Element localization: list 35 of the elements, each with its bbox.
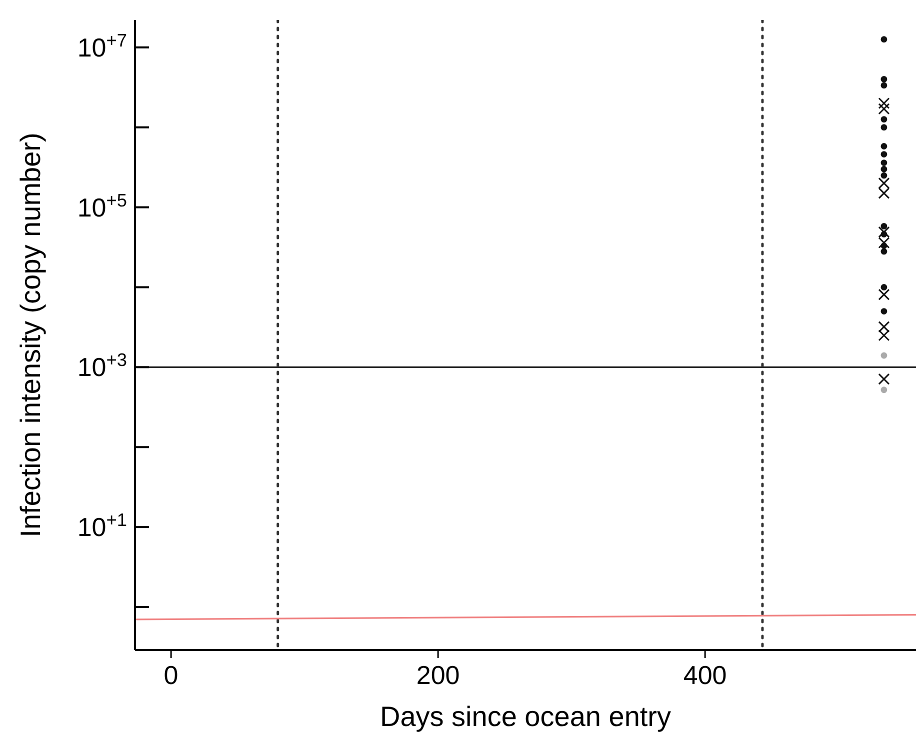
point: [878, 373, 890, 385]
point: [878, 236, 890, 248]
point: [880, 284, 888, 290]
x-tick-label: 200: [416, 660, 460, 690]
point: [880, 308, 888, 314]
x-axis-title: Days since ocean entry: [380, 701, 672, 732]
point: [878, 187, 890, 199]
point: [880, 172, 888, 179]
point: [880, 222, 888, 230]
point: [880, 386, 888, 394]
y-tick-label: 10$^{+1}$: [77, 510, 127, 542]
point: [880, 116, 888, 122]
y-tick-label: 10$^{+3}$: [77, 350, 127, 382]
point: [880, 151, 888, 158]
point: [878, 288, 890, 300]
point: [878, 321, 890, 333]
point: [880, 352, 888, 359]
point: [880, 124, 888, 131]
y-tick-label: 10$^{+5}$: [77, 190, 127, 222]
point: [878, 177, 890, 189]
point: [880, 36, 888, 43]
point: [878, 330, 890, 342]
point: [880, 82, 888, 89]
point: [880, 143, 888, 150]
point: [880, 160, 888, 166]
y-tick-label: 10$^{+7}$: [77, 30, 127, 62]
point: [880, 166, 888, 172]
x-tick-label: 400: [683, 660, 727, 690]
point: [878, 98, 890, 110]
y-axis-title: Infection intensity (copy number): [15, 132, 46, 538]
point: [880, 248, 888, 255]
point: [878, 226, 890, 238]
point: [880, 76, 888, 82]
point: [878, 103, 890, 115]
x-tick-label: 0: [164, 660, 178, 690]
